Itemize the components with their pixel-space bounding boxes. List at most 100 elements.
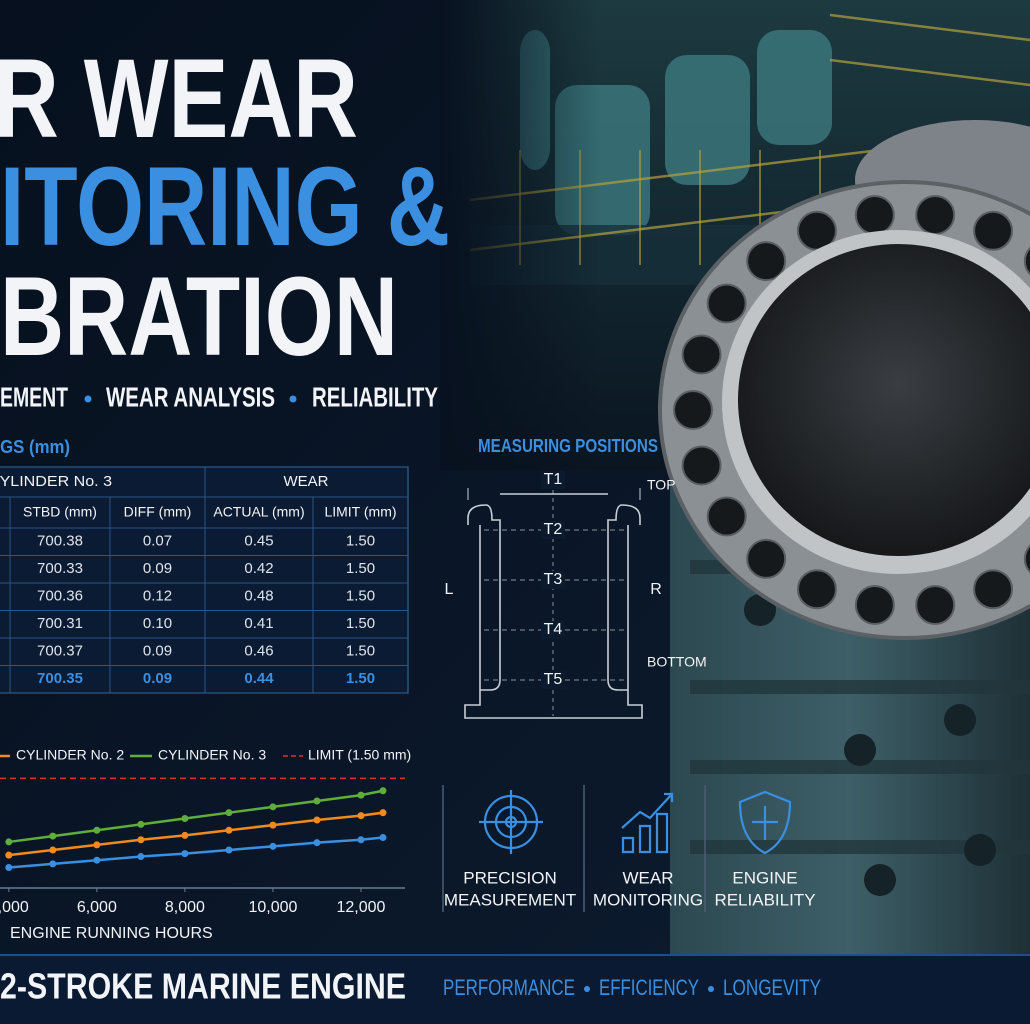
data-point <box>379 834 387 842</box>
right-label: R <box>650 581 662 598</box>
data-point <box>49 846 57 854</box>
data-point <box>137 820 145 828</box>
table-column-header: LIMIT (mm) <box>324 504 396 520</box>
table-cell: 0.41 <box>244 615 273 632</box>
liner-port <box>744 594 776 626</box>
top-label: TOP <box>647 477 676 493</box>
data-point <box>313 797 321 805</box>
data-point <box>181 815 189 823</box>
x-tick-label: 8,000 <box>165 899 205 916</box>
subtitle-item: WEAR ANALYSIS <box>106 381 275 412</box>
bottom-label: BOTTOM <box>647 654 707 670</box>
feature-label: RELIABILITY <box>714 890 815 909</box>
subtitle-item: RELIABILITY <box>312 381 438 412</box>
feature-label: MONITORING <box>593 890 703 909</box>
liner-band <box>690 760 1030 774</box>
bore <box>738 244 1030 556</box>
data-point <box>93 856 101 864</box>
title-line: R WEAR <box>0 36 358 161</box>
x-axis-label: ENGINE RUNNING HOURS <box>10 925 213 942</box>
bolt-hole <box>796 569 837 610</box>
position-label: T1 <box>544 471 563 488</box>
series-line <box>8 811 384 857</box>
x-tick-label: 12,000 <box>337 899 386 916</box>
position-label: T2 <box>544 521 563 538</box>
table-bg <box>0 466 409 694</box>
bolt-hole <box>973 210 1014 251</box>
bolt-hole <box>915 195 956 236</box>
liner-port <box>864 864 896 896</box>
machinery <box>665 55 750 185</box>
position-label-bg <box>541 471 565 489</box>
bullet <box>708 986 714 992</box>
footer-tagline: EFFICIENCY <box>599 975 699 1000</box>
icon-target <box>479 790 543 854</box>
footer-tagline: PERFORMANCE <box>443 975 575 1000</box>
icon-chart <box>621 792 674 854</box>
legend-label: CYLINDER No. 2 <box>16 747 124 763</box>
liner-port <box>944 704 976 736</box>
legend-label: LIMIT (1.50 mm) <box>308 747 411 763</box>
data-point <box>181 850 189 858</box>
position-label: T4 <box>544 621 563 638</box>
feature-label: PRECISION <box>463 868 557 887</box>
x-tick-label: 4,000 <box>0 899 29 916</box>
position-label-bg <box>541 671 565 689</box>
feature-label: MEASUREMENT <box>444 890 576 909</box>
data-point <box>93 841 101 849</box>
data-point <box>379 787 387 795</box>
footer-band <box>0 955 1030 1024</box>
table-cell: 1.50 <box>346 615 375 632</box>
liner-outline <box>464 504 643 719</box>
feature-label: WEAR <box>623 868 674 887</box>
footer-title: 2-STROKE MARINE ENGINE <box>0 966 406 1007</box>
bolt-hole <box>915 584 956 625</box>
machinery <box>757 30 832 145</box>
x-tick-label: 6,000 <box>77 899 117 916</box>
table-cell: 0.12 <box>143 588 172 605</box>
series-line <box>8 836 384 869</box>
diagram-title: MEASURING POSITIONS <box>478 436 658 456</box>
table-average-cell: 0.09 <box>143 670 172 687</box>
bolt-hole <box>1023 544 1030 574</box>
data-point <box>379 809 387 817</box>
room-fade <box>440 0 600 470</box>
liner-band <box>690 680 1030 694</box>
data-point <box>313 816 321 824</box>
data-point <box>137 853 145 861</box>
bolt-hole <box>746 538 787 579</box>
railing <box>829 13 1030 42</box>
data-point <box>269 803 277 811</box>
table-cell: 0.48 <box>244 588 273 605</box>
table-cell: 1.50 <box>346 560 375 577</box>
footer-tagline: LONGEVITY <box>723 975 821 1000</box>
data-point <box>137 836 145 844</box>
table-cell: 1.50 <box>346 643 375 660</box>
data-point <box>313 839 321 847</box>
table-column-header: STBD (mm) <box>23 504 97 520</box>
railing <box>829 58 1030 87</box>
table-cell: 700.37 <box>37 643 83 660</box>
bolt-hole <box>706 496 747 537</box>
data-point <box>357 791 365 799</box>
table-average-cell: 0.44 <box>244 670 274 687</box>
table-average-cell: 1.50 <box>346 670 375 687</box>
data-point <box>269 821 277 829</box>
bolt-hole <box>973 569 1014 610</box>
x-tick-label: 10,000 <box>248 899 297 916</box>
table-column-header: DIFF (mm) <box>124 504 192 520</box>
liner-band <box>690 840 1030 854</box>
bolt-hole <box>1023 246 1030 276</box>
bullet <box>289 395 297 403</box>
liner-port <box>844 734 876 766</box>
table-cell: 0.09 <box>143 643 172 660</box>
position-label-bg <box>541 521 565 539</box>
series-line <box>8 789 384 844</box>
bolt-hole <box>746 241 787 282</box>
table-cell: 1.50 <box>346 588 375 605</box>
data-point <box>225 846 233 854</box>
data-point <box>49 832 57 840</box>
left-label: L <box>445 581 454 598</box>
table-cell: 0.09 <box>143 560 172 577</box>
